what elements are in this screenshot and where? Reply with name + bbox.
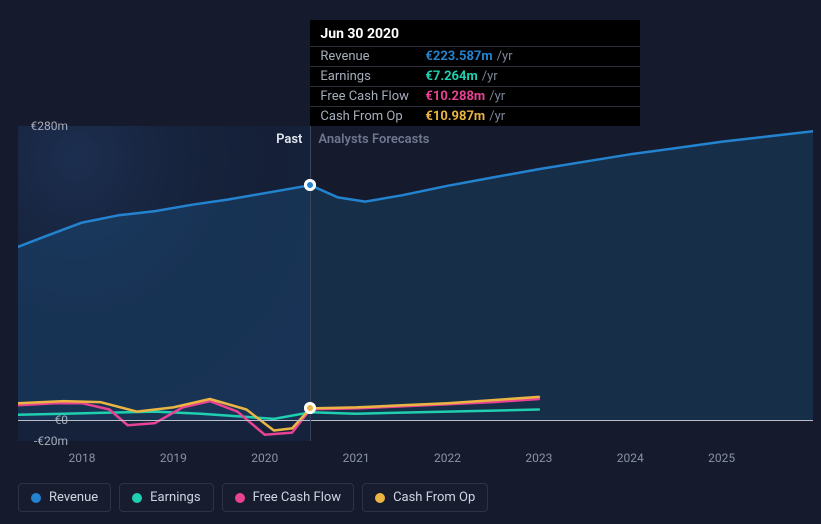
tooltip-row-value: €223.587m (425, 49, 492, 64)
chart-area: €280m€0-€20m Past Analysts Forecasts 201… (18, 126, 813, 441)
tooltip-row-unit: /yr (497, 49, 513, 64)
legend-item-fcf[interactable]: Free Cash Flow (222, 483, 354, 512)
legend-item-label: Earnings (150, 490, 200, 505)
tooltip-row-value: €10.987m (425, 109, 485, 124)
hover-marker-ring (304, 402, 316, 414)
past-forecast-divider (310, 126, 311, 441)
tooltip-row-label: Cash From Op (320, 109, 425, 124)
tooltip-row: Earnings€7.264m/yr (310, 66, 640, 86)
zero-baseline (18, 420, 813, 421)
forecast-label: Analysts Forecasts (318, 132, 429, 147)
tooltip-row-label: Revenue (320, 49, 425, 64)
x-tick-label: 2021 (343, 451, 370, 465)
legend-item-earnings[interactable]: Earnings (119, 483, 213, 512)
tooltip-row-label: Earnings (320, 69, 425, 84)
tooltip-row-unit: /yr (489, 89, 505, 104)
x-tick-label: 2020 (251, 451, 278, 465)
tooltip-row: Free Cash Flow€10.288m/yr (310, 86, 640, 106)
chart-svg[interactable] (18, 126, 813, 441)
tooltip-title: Jun 30 2020 (310, 20, 640, 46)
x-tick-label: 2019 (160, 451, 187, 465)
x-tick-label: 2025 (708, 451, 735, 465)
x-tick-label: 2018 (68, 451, 95, 465)
legend-item-cfo[interactable]: Cash From Op (362, 483, 488, 512)
x-tick-label: 2022 (434, 451, 461, 465)
y-tick-label: -€20m (34, 434, 68, 448)
tooltip-row-value: €10.288m (425, 89, 485, 104)
legend: Revenue Earnings Free Cash Flow Cash From O… (18, 483, 488, 512)
legend-item-revenue[interactable]: Revenue (18, 483, 111, 512)
hover-marker-ring (304, 179, 316, 191)
legend-dot-icon (235, 493, 245, 503)
tooltip-row-label: Free Cash Flow (320, 89, 425, 104)
legend-dot-icon (375, 493, 385, 503)
x-tick-label: 2024 (617, 451, 644, 465)
tooltip-row-value: €7.264m (425, 69, 477, 84)
legend-item-label: Cash From Op (393, 490, 475, 505)
legend-item-label: Revenue (49, 490, 98, 505)
legend-dot-icon (132, 493, 142, 503)
x-tick-label: 2023 (525, 451, 552, 465)
tooltip-row-unit: /yr (482, 69, 498, 84)
y-tick-label: €280m (31, 119, 69, 133)
tooltip-row: Revenue€223.587m/yr (310, 46, 640, 66)
past-label: Past (276, 132, 302, 147)
hover-tooltip: Jun 30 2020 Revenue€223.587m/yrEarnings€… (310, 20, 640, 126)
tooltip-row: Cash From Op€10.987m/yr (310, 106, 640, 126)
legend-item-label: Free Cash Flow (253, 490, 341, 505)
legend-dot-icon (31, 493, 41, 503)
tooltip-row-unit: /yr (489, 109, 505, 124)
